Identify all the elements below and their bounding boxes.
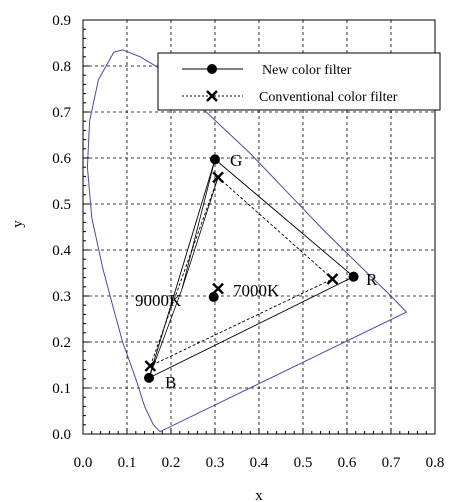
y-tick-label: 0.2 [52, 335, 71, 351]
leader-to-g-conventional [181, 177, 219, 290]
point-new-r [348, 271, 359, 282]
y-tick-label: 0.7 [52, 105, 71, 121]
y-tick-label: 0.4 [52, 243, 71, 259]
legend-label-conventional: Conventional color filter [259, 90, 398, 105]
label-9000k: 9000K [135, 291, 182, 310]
x-tick-label: 0.5 [294, 455, 313, 471]
y-tick-label: 0.9 [52, 13, 71, 29]
y-tick-label: 0.8 [52, 59, 71, 75]
x-tick-label: 0.3 [206, 455, 225, 471]
spectral-locus [86, 49, 408, 433]
x-tick-label: 0.0 [74, 455, 93, 471]
gamut-triangle-new [148, 158, 355, 379]
cross-stroke [326, 273, 339, 285]
legend-label-new: New color filter [262, 63, 352, 78]
point-conventional-g [212, 171, 224, 184]
y-axis-title: y [10, 220, 26, 228]
point-conventional-r [326, 273, 339, 285]
y-tick-label: 0.3 [52, 289, 71, 305]
gamut-triangle-conventional [149, 176, 334, 367]
legend-box [157, 52, 441, 111]
x-tick-label: 0.6 [338, 455, 357, 471]
gamut-triangles [148, 158, 355, 379]
legend: New color filter Conventional color filt… [157, 52, 441, 111]
y-tick-label: 0.6 [52, 151, 71, 167]
y-tick-label: 0.1 [52, 381, 71, 397]
x-tick-label: 0.2 [162, 455, 181, 471]
legend-marker-new [207, 64, 217, 74]
point-new-g [210, 154, 220, 165]
label-g: G [230, 151, 242, 170]
x-tick-label: 0.4 [250, 455, 269, 471]
cross-stroke [212, 171, 224, 184]
white-point-new [208, 291, 219, 302]
point-conventional-b [144, 360, 157, 372]
cross-stroke [144, 360, 157, 372]
y-tick-label: 0.0 [52, 427, 71, 443]
legend-marker-conventional [206, 90, 218, 102]
axis-ticks [82, 19, 436, 435]
point-new-b [144, 372, 154, 383]
tick-labels: 0.0 0.1 0.2 0.3 0.4 0.5 0.6 0.7 0.8 0.0 0.1 0.2 0.3 0… [52, 13, 444, 471]
cross-stroke [212, 282, 224, 295]
y-tick-label: 0.5 [52, 197, 71, 213]
white-point-conventional [212, 282, 224, 295]
x-axis-title: x [255, 488, 263, 502]
x-tick-label: 0.1 [118, 455, 137, 471]
data-markers [144, 154, 359, 383]
spectral-locus-curve [86, 49, 408, 433]
label-r: R [366, 270, 378, 289]
x-tick-label: 0.7 [382, 455, 401, 471]
label-7000k: 7000K [233, 281, 280, 300]
x-tick-label: 0.8 [426, 455, 445, 471]
label-b: B [165, 373, 176, 392]
leader-to-g-new [181, 159, 216, 290]
